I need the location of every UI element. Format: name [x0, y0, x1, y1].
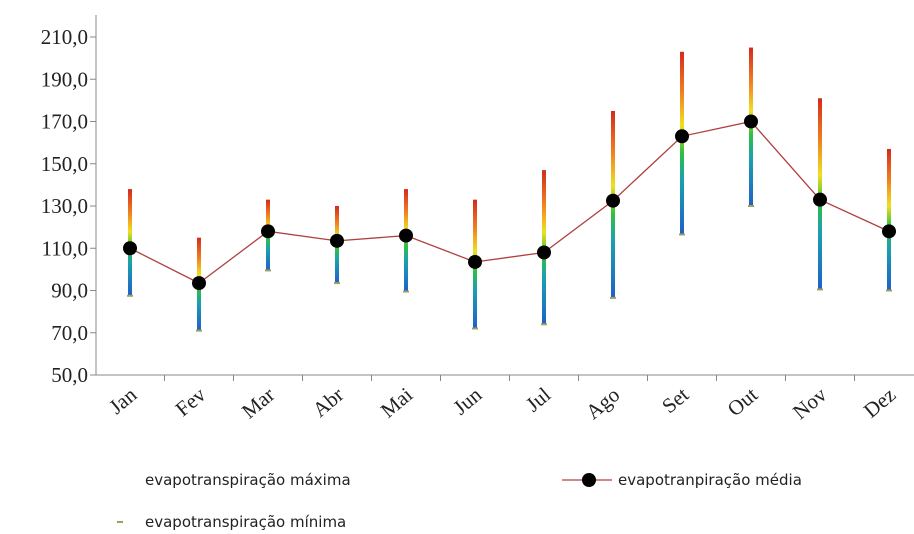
y-tick-label: 190,0 [41, 67, 88, 91]
x-tick-label: Abr [308, 382, 348, 421]
y-tick-label: 150,0 [41, 152, 88, 176]
x-tick-label: Fev [171, 382, 211, 421]
y-tick-label: 130,0 [41, 194, 88, 218]
mean-point [882, 224, 896, 239]
mean-point [330, 233, 344, 248]
y-tick-label: 170,0 [41, 110, 88, 134]
x-tick-label: Jun [448, 382, 486, 419]
mean-point [192, 276, 206, 291]
mean-point [468, 254, 482, 269]
x-tick-label: Out [723, 382, 763, 421]
mean-point [399, 228, 413, 243]
mean-point [537, 245, 551, 260]
mean-point [813, 192, 827, 207]
y-tick-label: 110,0 [42, 236, 88, 260]
legend-label: evapotranspiração mínima [145, 513, 346, 531]
y-tick-label: 70,0 [51, 321, 88, 345]
x-tick-label: Ago [581, 382, 624, 424]
mean-point [744, 114, 758, 129]
mean-point [123, 241, 137, 256]
legend-label: evapotranspiração máxima [145, 471, 351, 489]
mean-point [675, 129, 689, 144]
x-tick-label: Mar [237, 382, 279, 423]
legend-marker [582, 473, 596, 487]
mean-line [129, 120, 890, 284]
x-tick-label: Dez [859, 382, 900, 422]
x-tick-label: Jan [104, 382, 141, 419]
x-tick-label: Nov [788, 382, 832, 424]
x-tick-label: Mai [376, 382, 417, 422]
mean-point [606, 193, 620, 208]
x-tick-label: Set [657, 382, 693, 418]
y-tick-label: 50,0 [51, 363, 88, 387]
y-tick-label: 210,0 [41, 25, 88, 49]
range-bar [887, 148, 891, 291]
y-tick-label: 90,0 [51, 279, 88, 303]
x-tick-label: Jul [521, 382, 555, 416]
mean-point [261, 224, 275, 239]
legend-label: evapotranpiração média [618, 471, 802, 489]
